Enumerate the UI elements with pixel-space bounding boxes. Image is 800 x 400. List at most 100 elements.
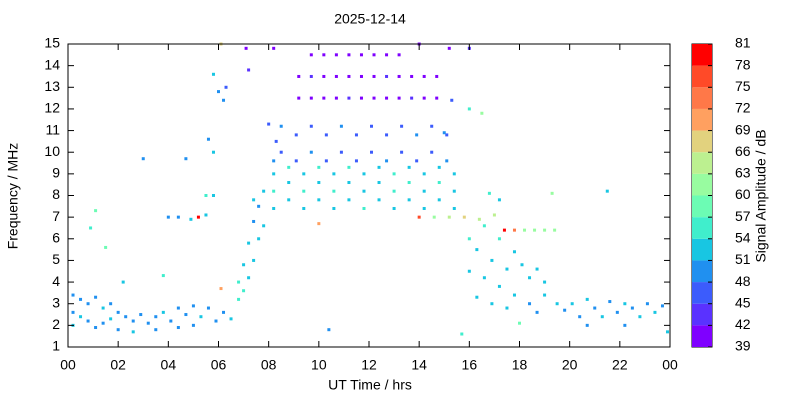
signal-point (242, 289, 246, 293)
signal-point (189, 217, 193, 221)
signal-point (520, 263, 524, 267)
signal-point (229, 317, 233, 321)
signal-point (410, 96, 414, 100)
signal-point (585, 297, 589, 301)
signal-point (563, 308, 567, 312)
signal-point (257, 237, 261, 241)
chart-title: 2025-12-14 (334, 11, 406, 27)
colorbar-tick-label: 72 (735, 100, 751, 116)
signal-point (354, 159, 358, 163)
signal-point (422, 96, 426, 100)
signal-point (512, 293, 516, 297)
signal-point (322, 74, 326, 78)
signal-point (615, 310, 619, 314)
signal-point (219, 287, 223, 291)
signal-point (477, 217, 481, 221)
signal-point (86, 319, 90, 323)
signal-point (450, 98, 454, 102)
signal-point (638, 315, 642, 319)
colorbar-tick-label: 42 (735, 316, 751, 332)
colorbar-bin (692, 87, 712, 109)
signal-point (302, 189, 306, 193)
signal-point (297, 74, 301, 78)
signal-point (196, 215, 200, 219)
signal-point (512, 250, 516, 254)
signal-point (184, 313, 188, 317)
x-tick-label: 12 (361, 357, 377, 373)
signal-point (124, 315, 128, 319)
signal-point (370, 124, 374, 128)
signal-point (385, 74, 389, 78)
signal-point (535, 310, 539, 314)
signal-point (608, 300, 612, 304)
signal-point (71, 310, 75, 314)
signal-point (237, 297, 241, 301)
signal-point (359, 96, 363, 100)
signal-point (141, 157, 145, 161)
signal-point (327, 328, 331, 332)
signal-point (415, 133, 419, 137)
signal-point (660, 304, 664, 308)
signal-point (347, 198, 351, 202)
y-tick-label: 13 (44, 78, 60, 94)
signal-point (435, 74, 439, 78)
signal-point (206, 306, 210, 310)
signal-point (109, 302, 113, 306)
signal-point (247, 241, 251, 245)
colorbar-bin (692, 238, 712, 261)
signal-point (462, 215, 466, 219)
signal-point (407, 198, 411, 202)
signal-point (347, 74, 351, 78)
signal-point (385, 159, 389, 163)
signal-point (79, 315, 83, 319)
signal-point (184, 157, 188, 161)
signal-point (377, 181, 381, 185)
signal-point (176, 215, 180, 219)
signal-point (191, 304, 195, 308)
signal-point (257, 204, 261, 208)
signal-point (347, 53, 351, 57)
signal-point (487, 191, 491, 195)
signal-point (332, 206, 336, 210)
signal-point (600, 315, 604, 319)
signal-point (317, 165, 321, 169)
signal-point (422, 74, 426, 78)
signal-point (211, 150, 215, 154)
signal-point (490, 302, 494, 306)
signal-point (309, 53, 313, 57)
signal-point (224, 85, 228, 89)
signal-point (154, 328, 158, 332)
signal-point (392, 206, 396, 210)
signal-point (272, 189, 276, 193)
signal-point (543, 228, 547, 232)
signal-point (437, 165, 441, 169)
signal-point (94, 326, 98, 330)
colorbar-bin (692, 130, 712, 153)
signal-point (475, 295, 479, 299)
signal-point (370, 150, 374, 154)
signal-point (460, 332, 464, 336)
signal-point (417, 215, 421, 219)
colorbar-tick-label: 63 (735, 165, 751, 181)
signal-point (166, 215, 170, 219)
signal-point (578, 315, 582, 319)
signal-point (89, 226, 93, 230)
signal-point (432, 215, 436, 219)
signal-point (287, 165, 291, 169)
signal-point (377, 165, 381, 169)
signal-point (392, 172, 396, 176)
signal-point (555, 302, 559, 306)
y-tick-label: 3 (52, 294, 60, 310)
signal-point (309, 74, 313, 78)
signal-point (339, 150, 343, 154)
signal-point (442, 131, 446, 135)
colorbar-tick-label: 69 (735, 121, 751, 137)
y-tick-label: 6 (52, 229, 60, 245)
signal-point (176, 306, 180, 310)
signal-point (131, 319, 135, 323)
signal-point (272, 172, 276, 176)
signal-point (543, 293, 547, 297)
x-tick-label: 02 (110, 357, 126, 373)
signal-point (372, 74, 376, 78)
